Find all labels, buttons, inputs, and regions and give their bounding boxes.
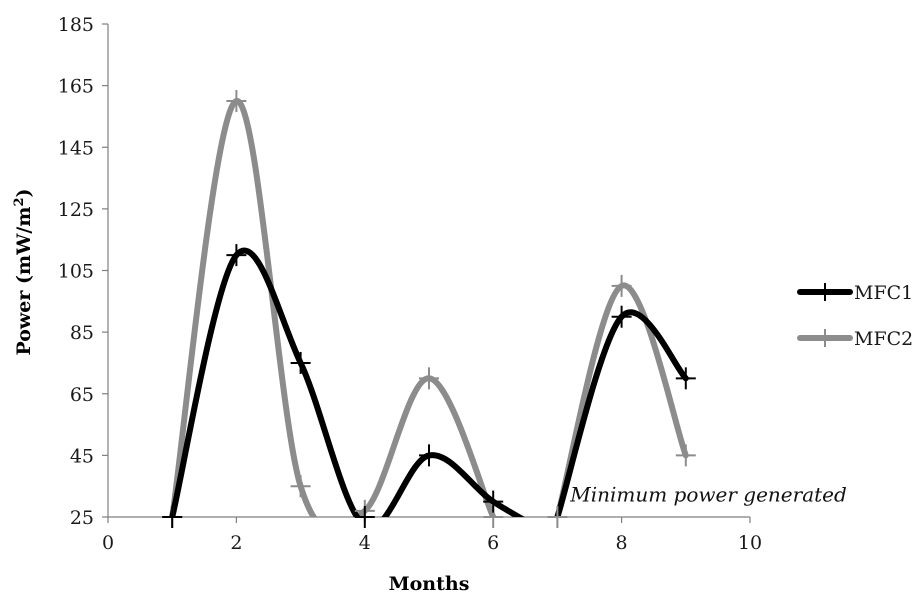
legend-label-mfc1: MFC1 bbox=[854, 282, 913, 304]
x-tick-label: 6 bbox=[487, 532, 499, 554]
y-tick-label: 165 bbox=[58, 76, 94, 98]
y-tick-label: 125 bbox=[58, 199, 94, 221]
y-tick-label: 85 bbox=[70, 322, 94, 344]
data-point-mfc1 bbox=[483, 490, 504, 513]
data-point-mfc2 bbox=[547, 506, 568, 528]
x-tick-label: 4 bbox=[359, 532, 371, 554]
data-point-mfc2 bbox=[611, 274, 632, 297]
marker-layer bbox=[162, 90, 696, 528]
y-tick-label: 65 bbox=[70, 384, 94, 406]
series-line-mfc1-2 bbox=[554, 309, 689, 517]
data-point-mfc1 bbox=[419, 444, 439, 467]
data-point-mfc1 bbox=[290, 351, 311, 374]
x-tick-label: 10 bbox=[738, 532, 762, 554]
series-line-mfc1-1 bbox=[169, 247, 525, 517]
data-point-mfc2 bbox=[226, 90, 247, 113]
axes: 25 45 65 85 105 125 145 165 185 0 2 4 6 8 10 bbox=[58, 14, 762, 554]
data-point-mfc2 bbox=[419, 367, 439, 390]
legend: MFC1 MFC2 bbox=[797, 282, 913, 350]
x-tick-label: 8 bbox=[616, 532, 628, 554]
y-tick-label: 145 bbox=[58, 137, 94, 159]
data-point-mfc2 bbox=[290, 475, 311, 498]
legend-item-mfc1: MFC1 bbox=[797, 282, 913, 304]
series-line-mfc2-1 bbox=[169, 97, 497, 517]
data-point-mfc1 bbox=[354, 506, 375, 528]
y-tick-label: 185 bbox=[58, 14, 94, 36]
x-tick-label: 0 bbox=[102, 532, 114, 554]
series-layer bbox=[169, 97, 689, 517]
data-point-mfc1 bbox=[611, 305, 632, 328]
y-tick-label: 25 bbox=[70, 507, 94, 529]
data-point-mfc2 bbox=[675, 444, 696, 467]
data-point-mfc1 bbox=[226, 244, 247, 267]
legend-item-mfc2: MFC2 bbox=[797, 328, 913, 350]
y-tick-label: 45 bbox=[70, 445, 94, 467]
y-tick-label: 105 bbox=[58, 261, 94, 283]
legend-label-mfc2: MFC2 bbox=[854, 328, 913, 350]
annotation-minimum-power: Minimum power generated bbox=[569, 483, 847, 507]
data-point-mfc1 bbox=[675, 367, 696, 390]
y-axis-title: Power (mW/m2) bbox=[12, 188, 36, 355]
data-point-mfc1 bbox=[162, 506, 183, 528]
x-axis-title: Months bbox=[389, 573, 470, 595]
x-tick-label: 2 bbox=[230, 532, 242, 554]
